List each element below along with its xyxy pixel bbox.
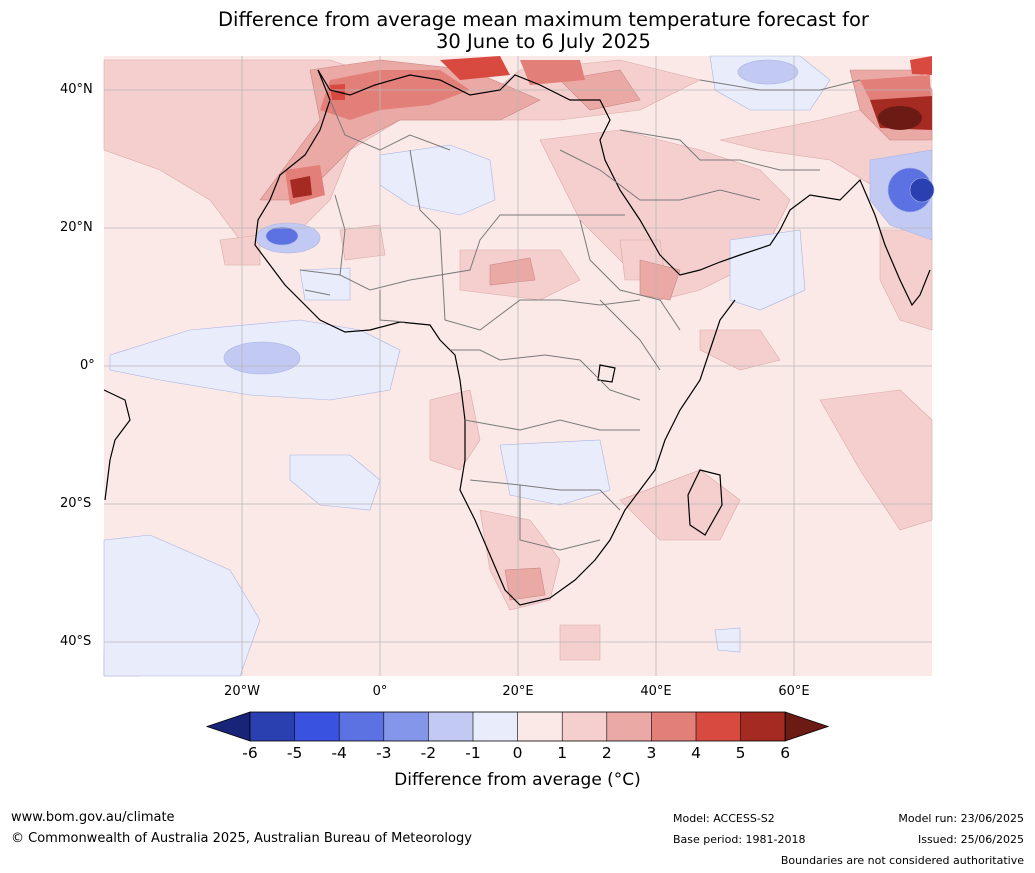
colorbar-segment [294, 712, 340, 741]
colorbar-segment [606, 712, 652, 741]
colorbar-segment [562, 712, 607, 741]
lon-label-20e: 20°E [502, 684, 534, 699]
colorbar-label: Difference from average (°C) [394, 770, 641, 790]
colorbar-arrow-low [205, 711, 251, 742]
footer-disclaimer: Boundaries are not considered authoritat… [780, 854, 1024, 867]
footer-base-period: Base period: 1981-2018 [673, 833, 806, 846]
colorbar-segment [696, 712, 741, 741]
anomaly-cool-regions [103, 55, 935, 677]
colorbar [205, 711, 830, 742]
country-borders [299, 79, 861, 551]
colorbar-tick-label: -5 [286, 744, 303, 762]
colorbar-segment [740, 712, 786, 741]
colorbar-tick-label: -4 [331, 744, 347, 762]
lat-label-40s: 40°S [60, 634, 92, 649]
colorbar-segment [339, 712, 384, 741]
lon-label-40e: 40°E [640, 684, 672, 699]
lat-label-20n: 20°N [60, 220, 93, 235]
colorbar-tick-label: 2 [601, 744, 612, 762]
colorbar-tick-label: 3 [646, 744, 657, 762]
lon-label-60e: 60°E [778, 684, 810, 699]
colorbar-tick-label: 5 [735, 744, 746, 762]
colorbar-segment [383, 712, 429, 741]
anomaly-4-6-regions [290, 56, 932, 198]
map-title: Difference from average mean maximum tem… [0, 9, 1035, 53]
colorbar-tick-label: 4 [691, 744, 701, 762]
colorbar-segment [428, 712, 473, 741]
colorbar-arrow-high [784, 711, 830, 742]
title-line-1: Difference from average mean maximum tem… [218, 8, 869, 31]
lon-label-0: 0° [372, 684, 388, 699]
lon-label-20w: 20°W [224, 684, 260, 699]
title-line-2: 30 June to 6 July 2025 [436, 30, 651, 53]
lat-label-0: 0° [80, 358, 95, 373]
lat-label-20s: 20°S [60, 496, 92, 511]
footer-model-run: Model run: 23/06/2025 [898, 812, 1024, 825]
colorbar-segment [517, 712, 563, 741]
colorbar-segment [651, 712, 696, 741]
footer-model: Model: ACCESS-S2 [673, 812, 775, 825]
footer-issued: Issued: 25/06/2025 [917, 833, 1024, 846]
colorbar-tick-label: 0 [512, 744, 523, 762]
colorbar-segment [473, 712, 518, 741]
lat-label-40n: 40°N [60, 82, 93, 97]
colorbar-tick-label: -3 [376, 744, 392, 762]
colorbar-tick-label: -1 [465, 744, 481, 762]
footer-copyright: © Commonwealth of Australia 2025, Austra… [11, 831, 472, 846]
colorbar-tick-label: -2 [420, 744, 437, 762]
footer-website: www.bom.gov.au/climate [11, 810, 175, 825]
colorbar-tick-label: -6 [242, 744, 258, 762]
colorbar-tick-label: 1 [557, 744, 568, 762]
colorbar-tick-label: 6 [780, 744, 791, 762]
graticule [104, 56, 932, 676]
colorbar-segment [250, 712, 295, 741]
